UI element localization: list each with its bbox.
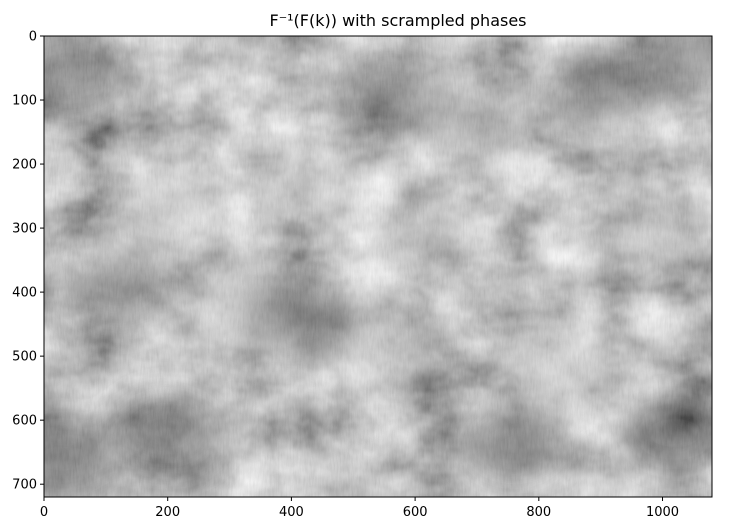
y-tick-label-7: 700 bbox=[12, 478, 37, 493]
y-tick-label-2: 200 bbox=[12, 158, 37, 173]
y-tick-label-0: 0 bbox=[29, 30, 37, 45]
x-tick-label-2: 400 bbox=[279, 505, 304, 520]
chart-title: F⁻¹(F(k)) with scrampled phases bbox=[269, 11, 526, 30]
y-tick-label-1: 100 bbox=[12, 94, 37, 109]
plot-frame bbox=[43, 35, 713, 498]
y-axis: 0 100 200 300 400 500 600 700 bbox=[12, 30, 44, 493]
x-tick-label-0: 0 bbox=[40, 505, 48, 520]
x-tick-label-1: 200 bbox=[155, 505, 180, 520]
y-tick-label-3: 300 bbox=[12, 222, 37, 237]
y-tick-label-5: 500 bbox=[12, 350, 37, 365]
x-tick-label-5: 1000 bbox=[646, 505, 679, 520]
x-tick-label-4: 800 bbox=[526, 505, 551, 520]
x-axis: 0 200 400 600 800 1000 bbox=[40, 497, 679, 520]
noise-image bbox=[44, 36, 712, 497]
x-tick-label-3: 600 bbox=[403, 505, 428, 520]
y-tick-label-6: 600 bbox=[12, 414, 37, 429]
y-tick-label-4: 400 bbox=[12, 286, 37, 301]
